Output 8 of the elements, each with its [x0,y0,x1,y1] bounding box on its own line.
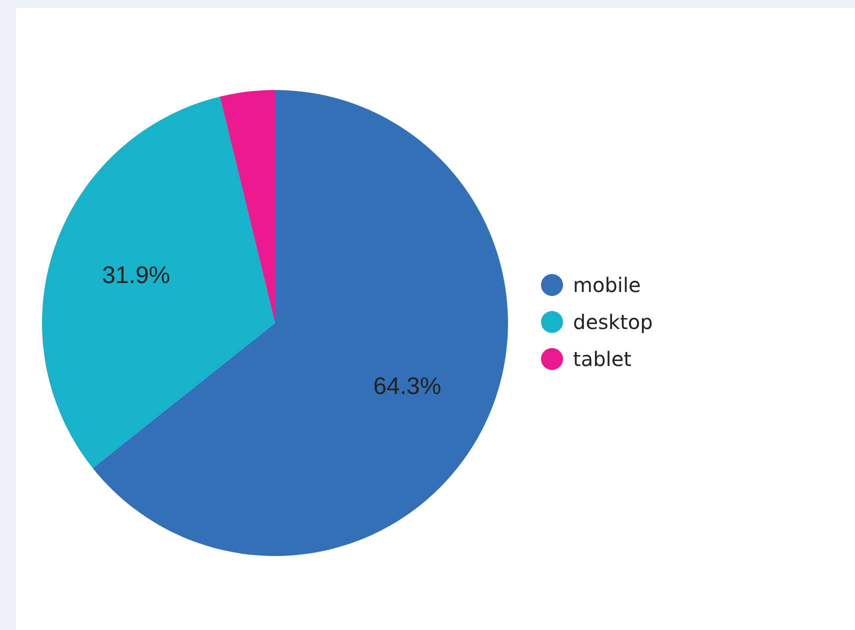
legend-label: tablet [573,346,632,370]
pie-slice [220,90,275,323]
data-label: 64.3% [373,373,442,400]
legend-label: mobile [573,272,641,296]
pie-slice [42,96,275,468]
legend-label: desktop [573,310,653,334]
data-label: 31.9% [102,262,170,289]
pie-slice [92,90,508,556]
